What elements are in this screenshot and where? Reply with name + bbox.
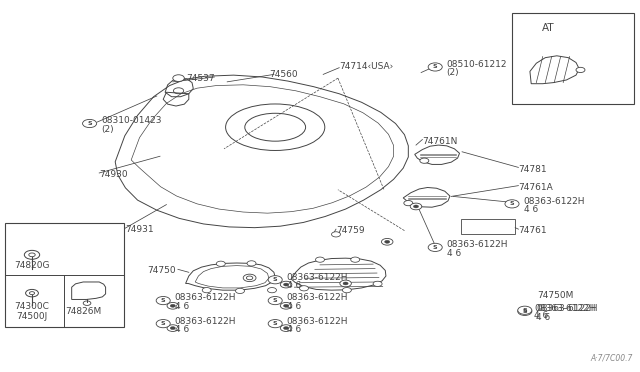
Circle shape — [410, 203, 422, 210]
Text: 74820G: 74820G — [14, 261, 50, 270]
Circle shape — [505, 200, 519, 208]
Circle shape — [413, 205, 419, 208]
Bar — [5, 223, 124, 327]
Text: 08363-6122H: 08363-6122H — [524, 197, 585, 206]
Text: S: S — [87, 121, 92, 126]
Text: 08363-6122H: 08363-6122H — [287, 317, 348, 326]
Text: 74930: 74930 — [99, 170, 128, 179]
Text: 74714‹USA›: 74714‹USA› — [339, 62, 394, 71]
Text: 74761: 74761 — [518, 226, 547, 235]
Text: S: S — [509, 201, 515, 206]
Circle shape — [300, 286, 308, 291]
Circle shape — [332, 232, 340, 237]
Circle shape — [284, 304, 289, 307]
Text: 74761A: 74761A — [518, 183, 553, 192]
Text: 08310-01423: 08310-01423 — [101, 116, 162, 125]
Text: 4 6: 4 6 — [287, 302, 301, 311]
Circle shape — [518, 306, 532, 314]
Circle shape — [167, 325, 179, 331]
Text: 74300C
74500J: 74300C 74500J — [15, 302, 49, 321]
Circle shape — [247, 261, 256, 266]
Circle shape — [216, 261, 225, 266]
Circle shape — [428, 243, 442, 251]
Circle shape — [268, 288, 276, 293]
Circle shape — [381, 238, 393, 245]
Text: 4 6: 4 6 — [536, 313, 550, 322]
Text: 74931: 74931 — [125, 225, 154, 234]
Text: 08363-6122H: 08363-6122H — [447, 240, 508, 249]
Text: (2): (2) — [101, 125, 114, 134]
Text: S: S — [433, 245, 438, 250]
Circle shape — [385, 240, 390, 243]
Circle shape — [202, 288, 211, 293]
Circle shape — [280, 281, 292, 288]
Text: 08363-6122H: 08363-6122H — [536, 304, 598, 313]
Text: 08510-61212: 08510-61212 — [447, 60, 508, 69]
Circle shape — [170, 327, 175, 330]
Circle shape — [173, 75, 184, 81]
Text: 74750M: 74750M — [538, 291, 574, 300]
Circle shape — [420, 158, 429, 163]
Circle shape — [280, 325, 292, 331]
Text: S: S — [433, 64, 438, 70]
Circle shape — [284, 327, 289, 330]
Circle shape — [156, 320, 170, 328]
Circle shape — [518, 307, 532, 315]
Circle shape — [268, 276, 282, 284]
Bar — [461, 219, 515, 234]
Text: 74750: 74750 — [147, 266, 176, 275]
Text: 08363-6122H: 08363-6122H — [175, 317, 236, 326]
Circle shape — [236, 288, 244, 294]
Text: S: S — [522, 308, 527, 313]
Text: 74761N: 74761N — [422, 137, 458, 146]
Circle shape — [170, 304, 175, 307]
Circle shape — [404, 201, 413, 206]
Text: S: S — [522, 309, 527, 314]
Circle shape — [83, 119, 97, 128]
Text: 4 6: 4 6 — [175, 325, 189, 334]
Text: S: S — [273, 277, 278, 282]
Text: 08363-6122H: 08363-6122H — [175, 294, 236, 302]
Text: 4 6: 4 6 — [287, 325, 301, 334]
Text: 08363-6122H: 08363-6122H — [287, 273, 348, 282]
Text: S: S — [161, 321, 166, 326]
Text: 4 6: 4 6 — [447, 249, 461, 258]
Circle shape — [268, 320, 282, 328]
Text: 4 6: 4 6 — [287, 281, 301, 290]
Text: 4 6: 4 6 — [534, 311, 548, 320]
Circle shape — [284, 283, 289, 286]
Text: (2): (2) — [447, 68, 460, 77]
Text: 08363-6122H: 08363-6122H — [534, 304, 596, 312]
Circle shape — [373, 281, 382, 286]
Text: 74537: 74537 — [186, 74, 214, 83]
Text: 4 6: 4 6 — [175, 302, 189, 311]
Circle shape — [156, 296, 170, 305]
Circle shape — [316, 257, 324, 262]
Bar — [512, 13, 634, 104]
Circle shape — [342, 288, 351, 293]
Circle shape — [428, 63, 442, 71]
Text: S: S — [161, 298, 166, 303]
Circle shape — [351, 257, 360, 262]
Circle shape — [280, 302, 292, 309]
Text: 74826M: 74826M — [65, 307, 101, 316]
Circle shape — [576, 67, 585, 73]
Text: 74781: 74781 — [518, 165, 547, 174]
Text: 08363-6122H: 08363-6122H — [287, 294, 348, 302]
Circle shape — [167, 302, 179, 309]
Circle shape — [340, 280, 351, 287]
Text: S: S — [273, 298, 278, 303]
Text: S: S — [273, 321, 278, 326]
Circle shape — [268, 296, 282, 305]
Text: 74560: 74560 — [269, 70, 298, 79]
Text: 4 6: 4 6 — [524, 205, 538, 214]
Text: AT: AT — [542, 23, 555, 33]
Circle shape — [343, 282, 348, 285]
Text: A·7/7C00.7: A·7/7C00.7 — [590, 354, 632, 363]
Text: 74759: 74759 — [336, 226, 365, 235]
